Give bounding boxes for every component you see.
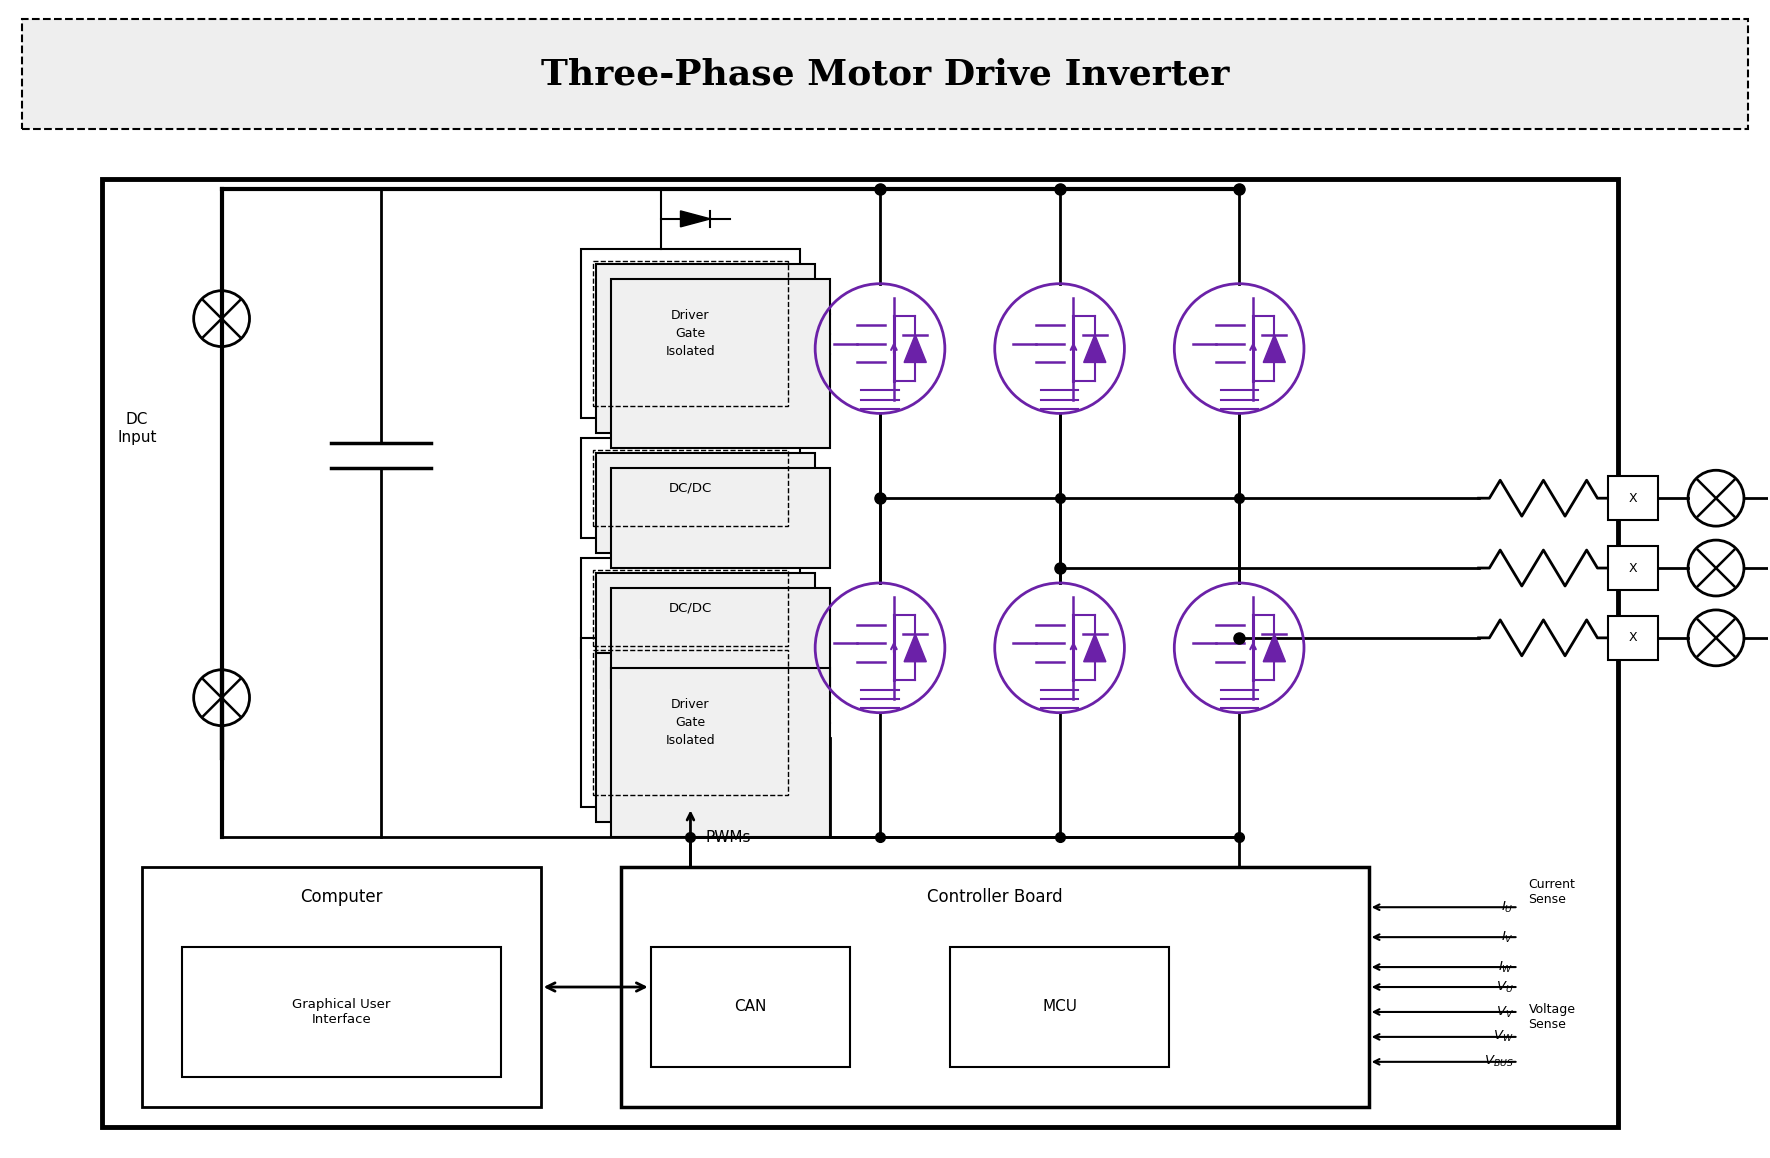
FancyBboxPatch shape	[611, 588, 830, 688]
Text: Computer: Computer	[301, 888, 382, 907]
Text: $V_{BUS}$: $V_{BUS}$	[1483, 1054, 1513, 1069]
Text: Isolated: Isolated	[666, 345, 715, 358]
FancyBboxPatch shape	[611, 668, 830, 837]
Text: X: X	[1628, 562, 1637, 574]
FancyBboxPatch shape	[182, 947, 501, 1077]
Polygon shape	[1264, 633, 1285, 661]
FancyBboxPatch shape	[1609, 476, 1658, 520]
Text: DC/DC: DC/DC	[669, 482, 712, 494]
FancyBboxPatch shape	[142, 867, 542, 1107]
Text: DC/DC: DC/DC	[669, 601, 712, 615]
FancyBboxPatch shape	[581, 439, 800, 538]
FancyBboxPatch shape	[950, 947, 1170, 1067]
FancyBboxPatch shape	[596, 653, 816, 822]
FancyBboxPatch shape	[1609, 547, 1658, 589]
Polygon shape	[1083, 633, 1106, 661]
FancyBboxPatch shape	[581, 249, 800, 418]
Text: $V_V$: $V_V$	[1496, 1004, 1513, 1019]
Text: Graphical User
Interface: Graphical User Interface	[292, 998, 391, 1026]
Text: CAN: CAN	[735, 999, 766, 1014]
Text: $V_U$: $V_U$	[1496, 980, 1513, 995]
FancyBboxPatch shape	[581, 638, 800, 807]
Text: MCU: MCU	[1043, 999, 1078, 1014]
FancyBboxPatch shape	[651, 947, 850, 1067]
Polygon shape	[904, 633, 926, 661]
Text: PWMs: PWMs	[706, 830, 750, 845]
Text: $V_W$: $V_W$	[1492, 1029, 1513, 1045]
Polygon shape	[904, 335, 926, 362]
FancyBboxPatch shape	[611, 279, 830, 448]
Text: Three-Phase Motor Drive Inverter: Three-Phase Motor Drive Inverter	[542, 57, 1228, 91]
FancyBboxPatch shape	[581, 558, 800, 658]
Text: Controller Board: Controller Board	[927, 888, 1062, 907]
FancyBboxPatch shape	[21, 20, 1749, 129]
Polygon shape	[1264, 335, 1285, 362]
Text: Voltage
Sense: Voltage Sense	[1529, 1003, 1575, 1031]
Text: Driver: Driver	[671, 309, 710, 322]
Text: Gate: Gate	[676, 716, 706, 730]
Text: Driver: Driver	[671, 698, 710, 711]
Text: DC
Input: DC Input	[117, 412, 156, 445]
FancyBboxPatch shape	[596, 453, 816, 554]
FancyBboxPatch shape	[1609, 616, 1658, 660]
Polygon shape	[680, 211, 710, 227]
Text: Current
Sense: Current Sense	[1529, 878, 1575, 907]
Text: Gate: Gate	[676, 327, 706, 340]
Text: $I_V$: $I_V$	[1501, 930, 1513, 945]
FancyBboxPatch shape	[621, 867, 1368, 1107]
Polygon shape	[1083, 335, 1106, 362]
FancyBboxPatch shape	[611, 468, 830, 569]
Text: $I_U$: $I_U$	[1501, 900, 1513, 915]
Text: X: X	[1628, 631, 1637, 644]
FancyBboxPatch shape	[596, 573, 816, 673]
FancyBboxPatch shape	[596, 264, 816, 433]
Text: X: X	[1628, 492, 1637, 505]
Text: $I_W$: $I_W$	[1497, 960, 1513, 975]
Text: Isolated: Isolated	[666, 734, 715, 747]
